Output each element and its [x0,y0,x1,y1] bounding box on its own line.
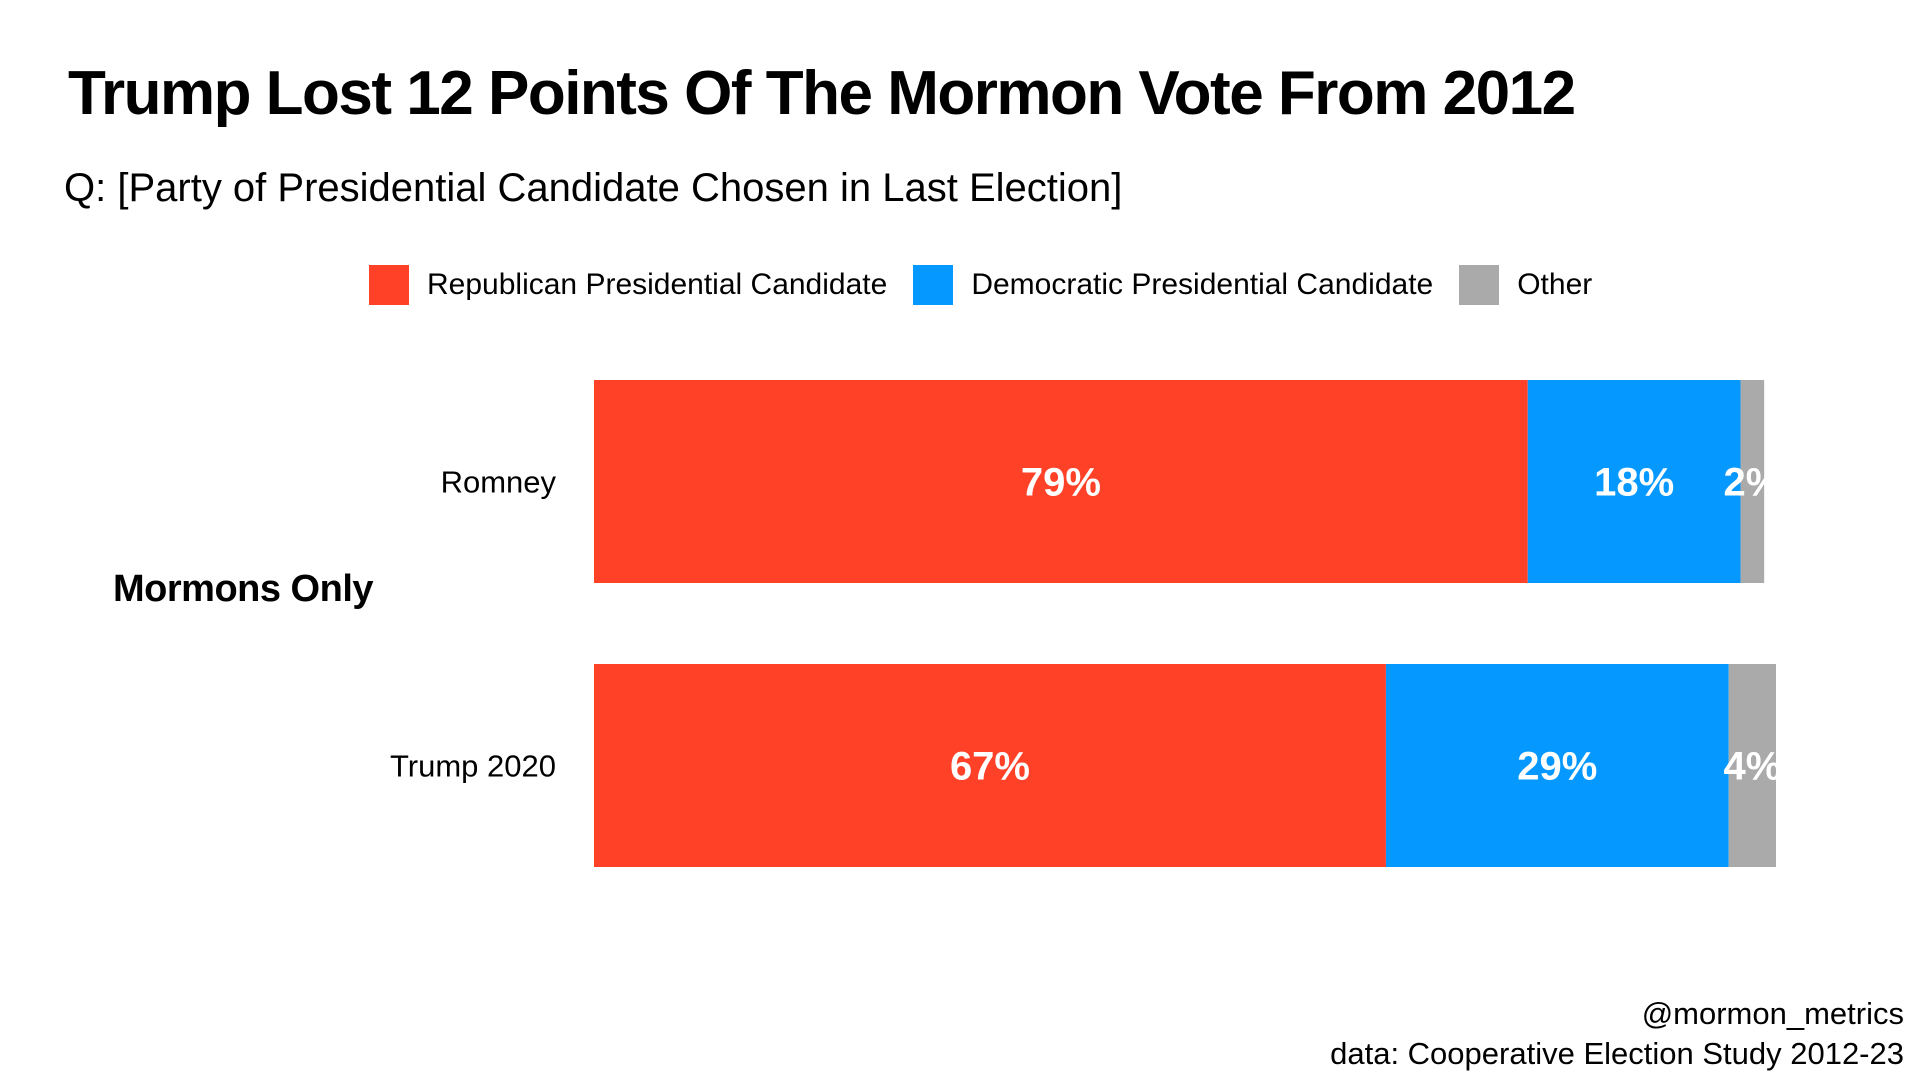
bar-romney-republican-presidential-candidate [594,380,1528,583]
bar-romney-democratic-presidential-candidate [1527,380,1741,583]
bar-trump-2020-democratic-presidential-candidate [1385,664,1729,867]
legend-swatch-republican [369,265,409,305]
bar-romney-other [1740,380,1765,583]
credit-handle: @mormon_metrics [1641,996,1904,1031]
data-label-trump-2020-other: 4% [1723,745,1781,789]
data-label-romney-republican-presidential-candidate: 79% [1021,461,1101,505]
data-label-romney-other: 2% [1723,461,1781,505]
legend: Republican Presidential Candidate Democr… [369,264,1618,306]
facet-label: Mormons Only [113,568,374,610]
bar-trump-2020-republican-presidential-candidate [594,664,1386,867]
legend-item-republican: Republican Presidential Candidate [369,265,887,305]
legend-swatch-democratic [913,265,954,305]
data-label-romney-democratic-presidential-candidate: 18% [1594,461,1674,505]
chart-subtitle: Q: [Party of Presidential Candidate Chos… [64,166,1123,210]
data-label-trump-2020-republican-presidential-candidate: 67% [950,745,1030,789]
chart-title: Trump Lost 12 Points Of The Mormon Vote … [68,59,1576,128]
legend-item-other: Other [1459,265,1592,305]
legend-label-other: Other [1517,268,1593,301]
legend-swatch-other [1459,265,1500,305]
category-label-romney: Romney [441,465,557,500]
legend-label-democratic: Democratic Presidential Candidate [971,268,1434,301]
legend-item-democratic: Democratic Presidential Candidate [913,265,1433,305]
credit-block: @mormon_metrics data: Cooperative Electi… [1330,994,1904,1074]
legend-label-republican: Republican Presidential Candidate [427,268,888,301]
data-label-trump-2020-democratic-presidential-candidate: 29% [1517,745,1597,789]
credit-source: data: Cooperative Election Study 2012-23 [1330,1036,1904,1071]
bar-trump-2020-other [1728,664,1776,867]
category-label-trump-2020: Trump 2020 [390,749,556,784]
